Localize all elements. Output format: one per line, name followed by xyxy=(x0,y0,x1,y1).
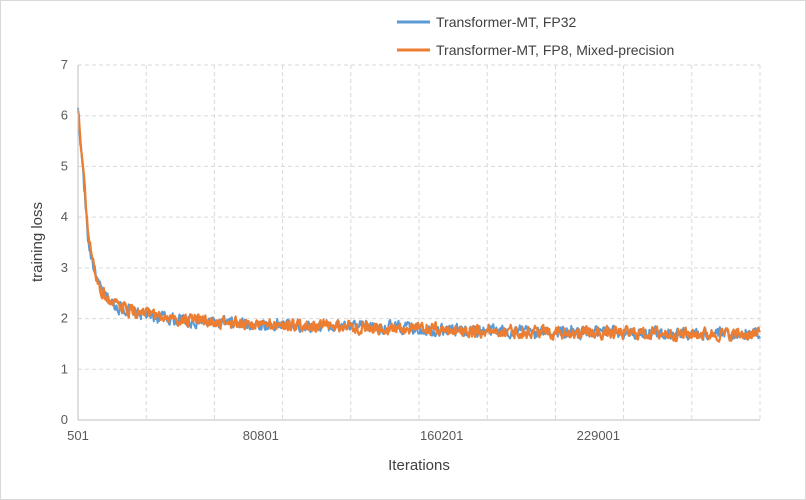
y-tick-label: 3 xyxy=(61,260,68,275)
series-layer xyxy=(76,107,761,343)
x-tick-label: 501 xyxy=(67,428,89,443)
x-tick-label: 80801 xyxy=(243,428,279,443)
y-tick-label: 1 xyxy=(61,361,68,376)
legend: Transformer-MT, FP32 Transformer-MT, FP8… xyxy=(397,14,674,58)
axes xyxy=(77,65,760,421)
y-tick-label: 0 xyxy=(61,412,68,427)
tick-labels: 0 1 2 3 4 5 6 7 501 80801 160201 229001 xyxy=(61,57,620,443)
legend-item-fp32: Transformer-MT, FP32 xyxy=(397,14,576,30)
legend-label-fp32: Transformer-MT, FP32 xyxy=(436,14,576,30)
x-tick-label: 229001 xyxy=(577,428,620,443)
y-tick-label: 6 xyxy=(61,108,68,123)
series-line-fp8 xyxy=(76,110,761,343)
legend-label-fp8: Transformer-MT, FP8, Mixed-precision xyxy=(436,42,674,58)
grid xyxy=(78,64,761,420)
x-tick-label: 160201 xyxy=(420,428,463,443)
legend-item-fp8: Transformer-MT, FP8, Mixed-precision xyxy=(397,42,674,58)
y-tick-label: 5 xyxy=(61,158,68,173)
x-axis-title: Iterations xyxy=(388,457,450,474)
y-tick-label: 4 xyxy=(61,209,68,224)
y-tick-label: 2 xyxy=(61,311,68,326)
y-tick-label: 7 xyxy=(61,57,68,72)
y-axis-title: training loss xyxy=(29,202,46,282)
